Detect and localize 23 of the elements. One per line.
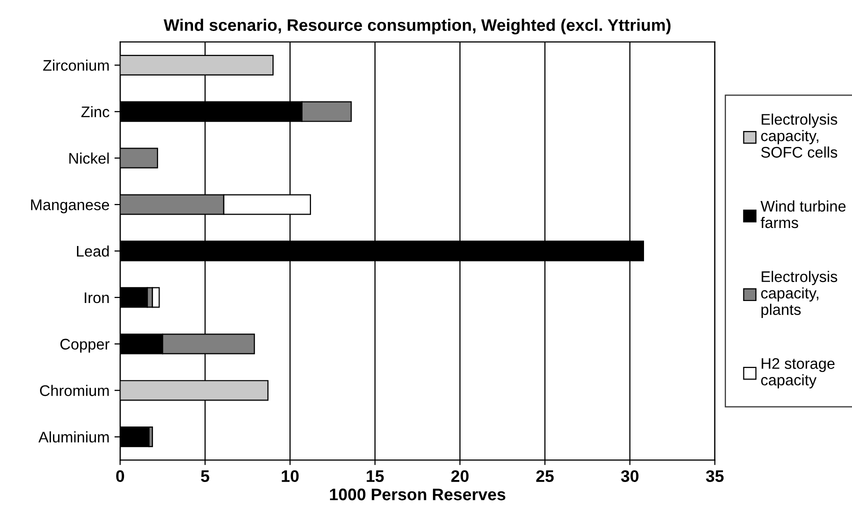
legend-label: Electrolysis capacity, SOFC cells (761, 114, 838, 158)
x-tick-label: 5 (200, 470, 210, 482)
x-tick-label: 0 (116, 470, 124, 482)
legend-label: H2 storage capacity (761, 358, 835, 388)
y-tick-label: Iron (84, 292, 109, 304)
y-tick-label: Zirconium (43, 60, 109, 71)
y-tick-label: Chromium (40, 384, 109, 396)
y-tick-label: Zinc (81, 106, 110, 118)
x-tick-label: 25 (536, 470, 554, 482)
legend-label: Electrolysis capacity, plants (761, 270, 838, 318)
y-tick-label: Manganese (31, 200, 110, 214)
chart-title: Wind scenario, Resource consumption, Weighted (excl. Yttrium) (164, 18, 670, 34)
y-tick-label: Lead (76, 245, 109, 257)
x-tick-label: 35 (706, 470, 724, 482)
x-tick-label: 30 (620, 470, 638, 482)
y-tick-label: Aluminium (38, 431, 109, 443)
x-tick-label: 10 (282, 470, 299, 482)
y-tick-label: Nickel (69, 152, 109, 164)
x-axis-title: 1000 Person Reserves (330, 488, 506, 500)
legend-label: Wind turbine farms (760, 200, 846, 228)
x-tick-label: 15 (366, 470, 384, 482)
y-tick-label: Copper (60, 338, 110, 353)
x-tick-label: 20 (451, 470, 469, 482)
